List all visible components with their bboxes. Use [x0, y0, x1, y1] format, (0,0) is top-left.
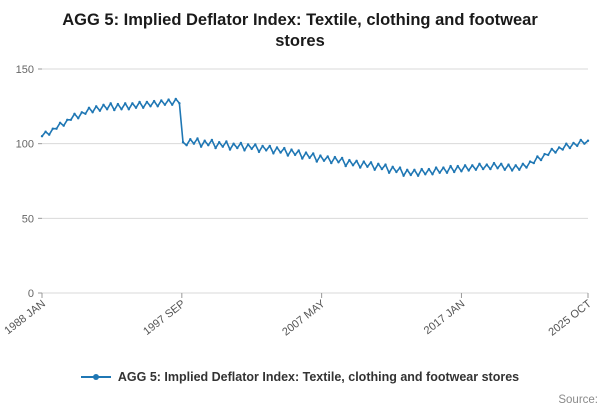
chart-title: AGG 5: Implied Deflator Index: Textile, … [62, 11, 538, 51]
svg-text:150: 150 [16, 64, 34, 76]
svg-text:2017 JAN: 2017 JAN [422, 298, 467, 337]
svg-text:1997 SEP: 1997 SEP [141, 298, 187, 338]
svg-text:100: 100 [16, 139, 34, 151]
chart-page: AGG 5: Implied Deflator Index: Textile, … [0, 10, 600, 410]
legend-label: AGG 5: Implied Deflator Index: Textile, … [117, 370, 520, 384]
svg-text:0: 0 [28, 288, 34, 300]
line-chart[interactable]: 0 50 100 150 1988 JAN 1997 SEP 2007 MAY 2017 JA… [0, 55, 600, 351]
svg-text:1988 JAN: 1988 JAN [2, 298, 47, 337]
legend[interactable]: AGG 5: Implied Deflator Index: Textile, … [0, 370, 600, 384]
plot-area[interactable]: 0 50 100 150 1988 JAN 1997 SEP 2007 MAY 2017 JA… [0, 55, 600, 351]
svg-text:2025 OCT: 2025 OCT [546, 298, 594, 339]
legend-line-marker-icon [80, 374, 111, 380]
svg-text:2007 MAY: 2007 MAY [280, 297, 328, 338]
source-label: Source: [558, 394, 598, 406]
svg-text:50: 50 [22, 213, 34, 225]
